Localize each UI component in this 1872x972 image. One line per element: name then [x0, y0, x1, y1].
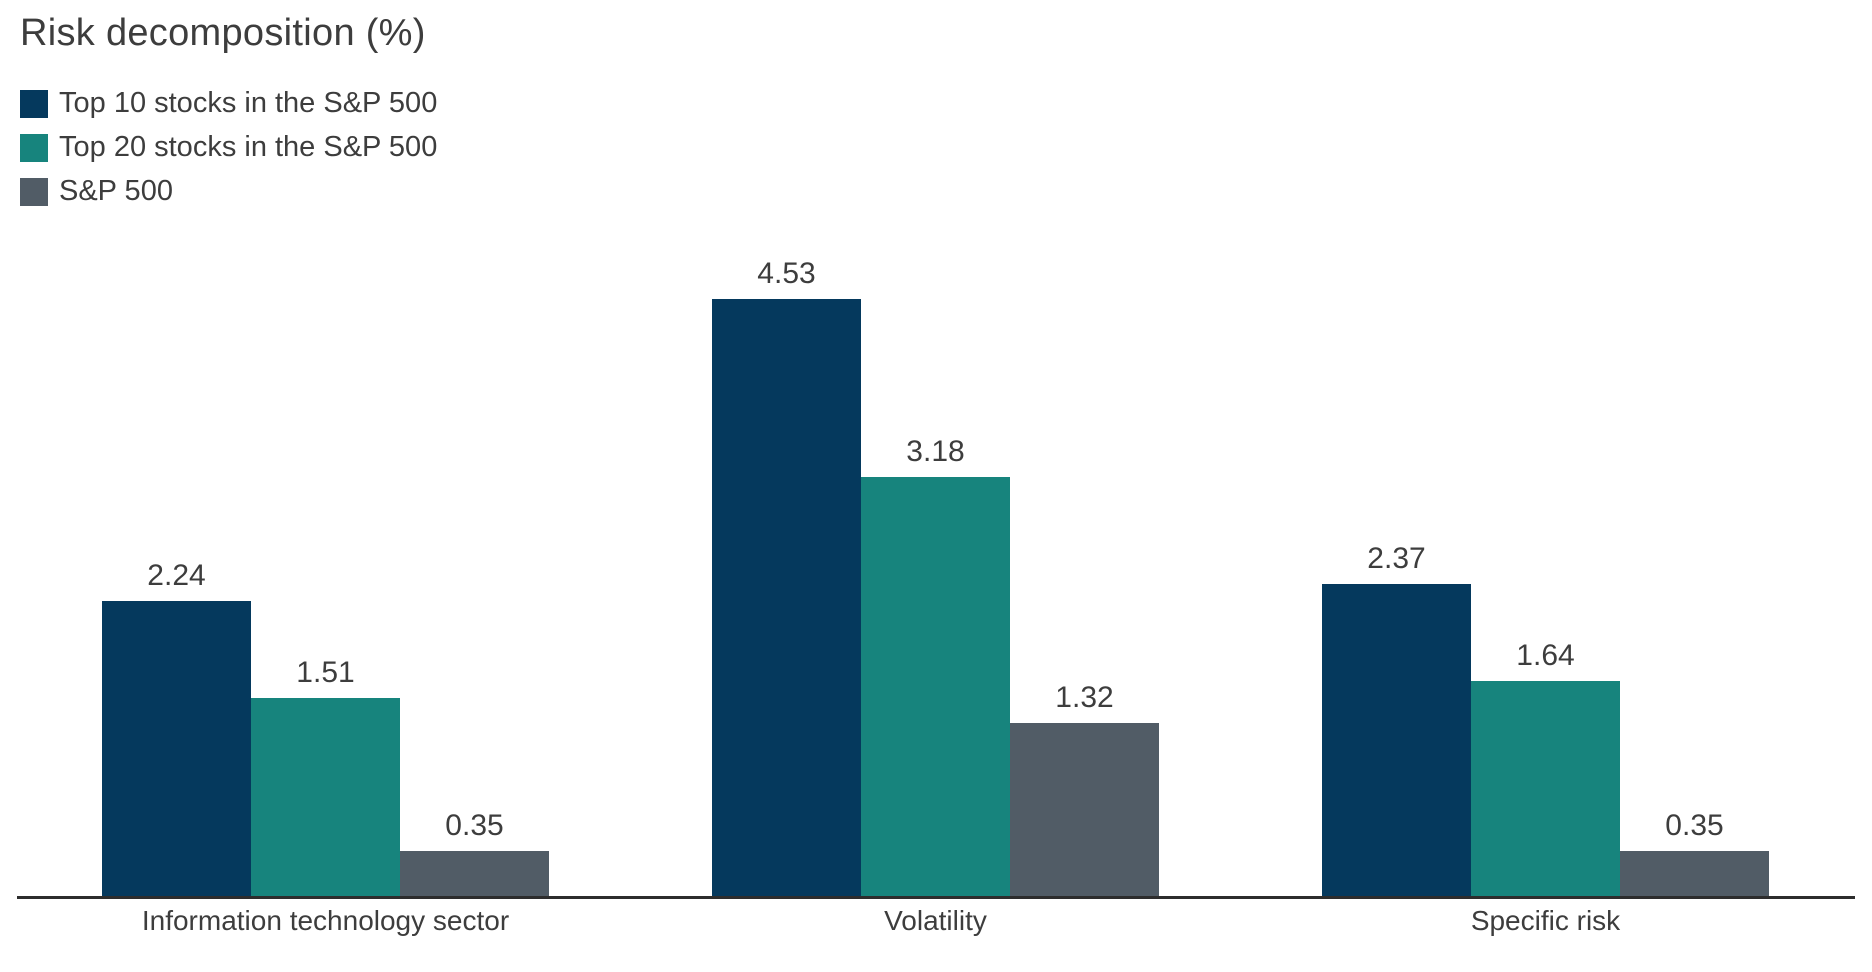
bar-rect — [861, 477, 1010, 897]
bar-group-volatility: 4.53 3.18 1.32 — [712, 257, 1159, 897]
x-axis-label-specific-risk: Specific risk — [1470, 905, 1621, 936]
legend-item-top-10-stocks: Top 10 stocks in the S&P 500 — [20, 89, 437, 118]
bar-rect — [1010, 723, 1159, 897]
bar-group-specific-risk: 2.37 1.64 0.35 — [1322, 542, 1769, 897]
bar-rect — [1322, 584, 1471, 897]
legend-label-sp-500: S&P 500 — [59, 175, 173, 207]
bar-top-10-stocks-in-the-s-p-500-specific-risk: 2.37 — [1322, 542, 1471, 897]
x-axis-line — [17, 896, 1855, 899]
bar-group-information-technology-sector: 2.24 1.51 0.35 — [102, 559, 549, 897]
legend-item-sp-500: S&P 500 — [20, 177, 437, 206]
x-axis-label-information-technology-sector: Information technology sector — [141, 905, 510, 936]
bar-value-label: 2.24 — [147, 559, 206, 592]
bar-s-p-500-information-technology-sector: 0.35 — [400, 809, 549, 897]
bar-value-label: 3.18 — [906, 435, 965, 468]
legend-swatch-top-20-stocks — [20, 133, 48, 162]
bar-top-20-stocks-in-the-s-p-500-information-technology-sector: 1.51 — [251, 656, 400, 897]
legend-label-top-10-stocks: Top 10 stocks in the S&P 500 — [59, 87, 438, 119]
x-axis-labels: Information technology sector Volatility S… — [102, 904, 1769, 938]
bar-value-label: 1.51 — [296, 656, 355, 689]
bar-rect — [1471, 681, 1620, 897]
bar-rect — [1620, 851, 1769, 897]
plot-area: 2.24 1.51 0.35 4.53 3.18 1.32 2.37 1.64 0.35 — [102, 257, 1769, 897]
bar-value-label: 2.37 — [1367, 542, 1426, 575]
bar-value-label: 0.35 — [1665, 809, 1724, 842]
legend-item-top-20-stocks: Top 20 stocks in the S&P 500 — [20, 133, 437, 162]
bar-s-p-500-specific-risk: 0.35 — [1620, 809, 1769, 897]
legend-label-top-20-stocks: Top 20 stocks in the S&P 500 — [59, 131, 438, 163]
bar-rect — [712, 299, 861, 897]
legend: Top 10 stocks in the S&P 500 Top 20 stoc… — [20, 89, 437, 206]
bar-top-20-stocks-in-the-s-p-500-specific-risk: 1.64 — [1471, 639, 1620, 897]
bar-rect — [102, 601, 251, 897]
bar-value-label: 1.32 — [1055, 681, 1114, 714]
bar-value-label: 1.64 — [1516, 639, 1575, 672]
bar-value-label: 4.53 — [757, 257, 816, 290]
bar-rect — [400, 851, 549, 897]
bar-top-20-stocks-in-the-s-p-500-volatility: 3.18 — [861, 435, 1010, 897]
bar-value-label: 0.35 — [445, 809, 504, 842]
bar-s-p-500-volatility: 1.32 — [1010, 681, 1159, 897]
chart-title: Risk decomposition (%) — [20, 12, 426, 54]
x-axis-label-volatility: Volatility — [884, 905, 987, 936]
bar-top-10-stocks-in-the-s-p-500-information-technology-sector: 2.24 — [102, 559, 251, 897]
bar-top-10-stocks-in-the-s-p-500-volatility: 4.53 — [712, 257, 861, 897]
legend-swatch-sp-500 — [20, 177, 48, 206]
bar-rect — [251, 698, 400, 897]
legend-swatch-top-10-stocks — [20, 89, 48, 118]
